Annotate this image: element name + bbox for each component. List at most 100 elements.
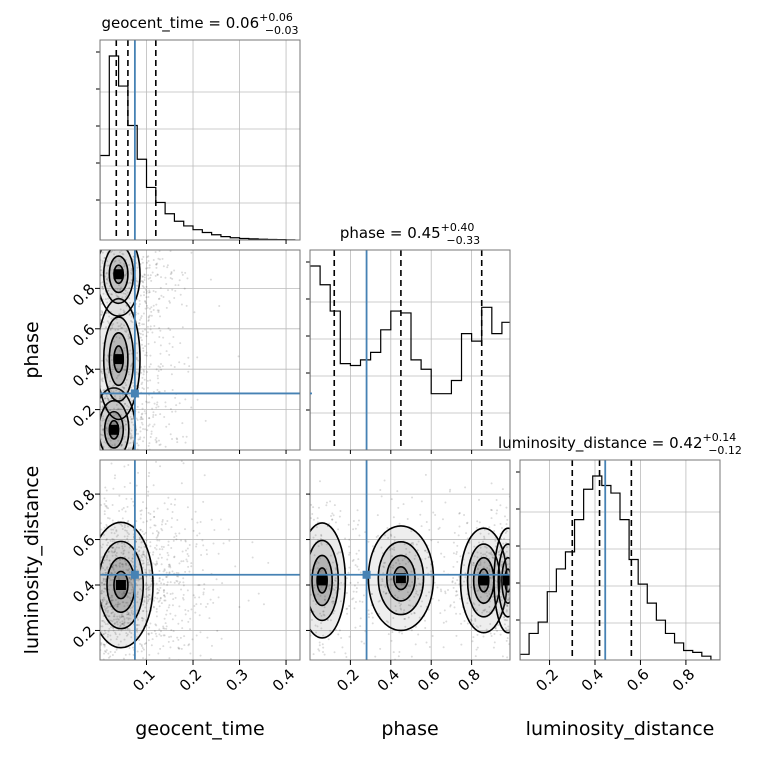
sample-point	[104, 568, 107, 571]
sample-point	[489, 632, 492, 635]
sample-point	[460, 643, 463, 646]
sample-point	[190, 608, 193, 611]
sample-point	[174, 596, 177, 599]
sample-point	[141, 412, 144, 415]
sample-point	[534, 557, 536, 559]
sample-point	[103, 629, 106, 632]
sample-point	[483, 535, 486, 538]
sample-point	[106, 301, 109, 304]
sample-point	[517, 621, 519, 623]
sample-point	[162, 570, 165, 573]
sample-point	[146, 325, 149, 328]
sample-point	[145, 267, 148, 270]
sample-point	[495, 595, 498, 598]
sample-point	[510, 597, 512, 599]
sample-point	[185, 558, 188, 561]
sample-point	[102, 643, 105, 646]
sample-point	[437, 541, 440, 544]
sample-point	[103, 497, 106, 500]
sample-point	[123, 526, 126, 529]
sample-point	[485, 592, 488, 595]
sample-point	[148, 588, 151, 591]
sample-point	[105, 649, 108, 652]
x-tick-label: 0.2	[176, 665, 206, 695]
sample-point	[392, 516, 395, 519]
sample-point	[105, 558, 108, 561]
sample-point	[184, 271, 187, 274]
sample-point	[167, 563, 170, 566]
sample-point	[117, 407, 120, 410]
sample-point	[109, 466, 111, 468]
sample-point	[117, 296, 120, 299]
sample-point	[145, 285, 148, 288]
sample-point	[167, 540, 170, 543]
sample-point	[140, 383, 143, 386]
sample-point	[402, 503, 405, 506]
density-contour	[108, 332, 129, 387]
sample-point	[490, 482, 493, 485]
sample-point	[417, 540, 420, 543]
sample-point	[356, 523, 359, 526]
sample-point	[147, 424, 150, 427]
sample-point	[179, 636, 182, 639]
sample-point	[102, 596, 105, 599]
sample-point	[162, 296, 165, 299]
sample-point	[123, 624, 126, 627]
sample-point	[121, 565, 124, 568]
sample-point	[331, 518, 334, 521]
sample-point	[121, 443, 124, 446]
sample-point	[421, 600, 424, 603]
sample-point	[337, 528, 340, 531]
sample-point	[145, 290, 148, 293]
sample-point	[536, 605, 538, 607]
sample-point	[477, 567, 480, 570]
sample-point	[408, 551, 411, 554]
sample-point	[428, 528, 431, 531]
sample-point	[385, 592, 388, 595]
sample-point	[323, 614, 326, 617]
title-lower-error: −0.12	[708, 444, 742, 457]
sample-point	[113, 615, 116, 618]
sample-point	[105, 473, 107, 475]
sample-point	[141, 423, 144, 426]
sample-point	[320, 585, 323, 588]
sample-point	[105, 614, 108, 617]
sample-point	[123, 349, 126, 352]
sample-point	[122, 386, 125, 389]
sample-point	[117, 457, 119, 459]
sample-point	[432, 511, 435, 514]
sample-point	[107, 656, 110, 659]
sample-point	[130, 278, 133, 281]
sample-point	[103, 510, 106, 513]
sample-point	[165, 283, 168, 286]
sample-point	[131, 463, 133, 465]
sample-point	[449, 604, 452, 607]
sample-point	[106, 605, 109, 608]
sample-point	[459, 597, 462, 600]
sample-point	[505, 550, 508, 553]
sample-point	[353, 584, 356, 587]
sample-point	[515, 593, 517, 595]
sample-point	[442, 621, 445, 624]
sample-point	[123, 264, 126, 267]
sample-point	[125, 378, 128, 381]
sample-point	[139, 510, 142, 513]
sample-point	[485, 610, 488, 613]
sample-point	[178, 279, 181, 282]
sample-point	[124, 524, 127, 527]
sample-point	[102, 577, 105, 580]
density-peak	[317, 575, 328, 586]
sample-point	[467, 552, 470, 555]
sample-point	[322, 610, 325, 613]
sample-point	[101, 417, 104, 420]
sample-point	[116, 321, 119, 324]
sample-point	[476, 520, 479, 523]
sample-point	[139, 294, 142, 297]
sample-point	[136, 624, 139, 627]
sample-point	[464, 576, 467, 579]
sample-point	[410, 570, 413, 573]
sample-point	[165, 685, 167, 687]
sample-point	[304, 622, 306, 624]
sample-point	[512, 601, 514, 603]
sample-point	[145, 588, 148, 591]
